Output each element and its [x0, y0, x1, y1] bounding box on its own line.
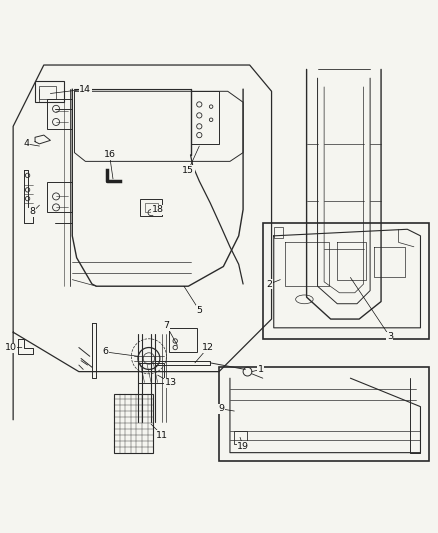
Text: 16: 16: [103, 150, 116, 159]
Bar: [191, 91, 219, 144]
Text: 13: 13: [165, 378, 177, 387]
Bar: [39, 86, 56, 99]
Text: 19: 19: [237, 441, 249, 450]
Bar: [263, 223, 429, 339]
Text: 8: 8: [30, 207, 36, 216]
Bar: [145, 203, 158, 212]
Bar: [138, 363, 164, 383]
Text: 1: 1: [258, 365, 264, 374]
Text: 2: 2: [266, 279, 272, 288]
Bar: [47, 99, 72, 128]
Bar: [47, 182, 72, 212]
Text: 6: 6: [102, 348, 108, 357]
Text: 14: 14: [79, 85, 92, 94]
Bar: [169, 328, 197, 352]
Text: 7: 7: [163, 321, 170, 330]
Text: 9: 9: [218, 405, 224, 414]
Bar: [140, 199, 162, 216]
Bar: [274, 227, 283, 238]
Text: 15: 15: [182, 166, 194, 175]
Text: 12: 12: [202, 343, 214, 352]
Text: 11: 11: [156, 431, 168, 440]
Text: 18: 18: [152, 205, 164, 214]
Text: 3: 3: [387, 332, 393, 341]
Bar: [114, 393, 153, 453]
Text: 5: 5: [196, 306, 202, 315]
Bar: [219, 367, 429, 462]
Text: 10: 10: [5, 343, 17, 352]
Text: 4: 4: [23, 139, 29, 148]
Bar: [35, 81, 64, 102]
Bar: [234, 431, 247, 444]
